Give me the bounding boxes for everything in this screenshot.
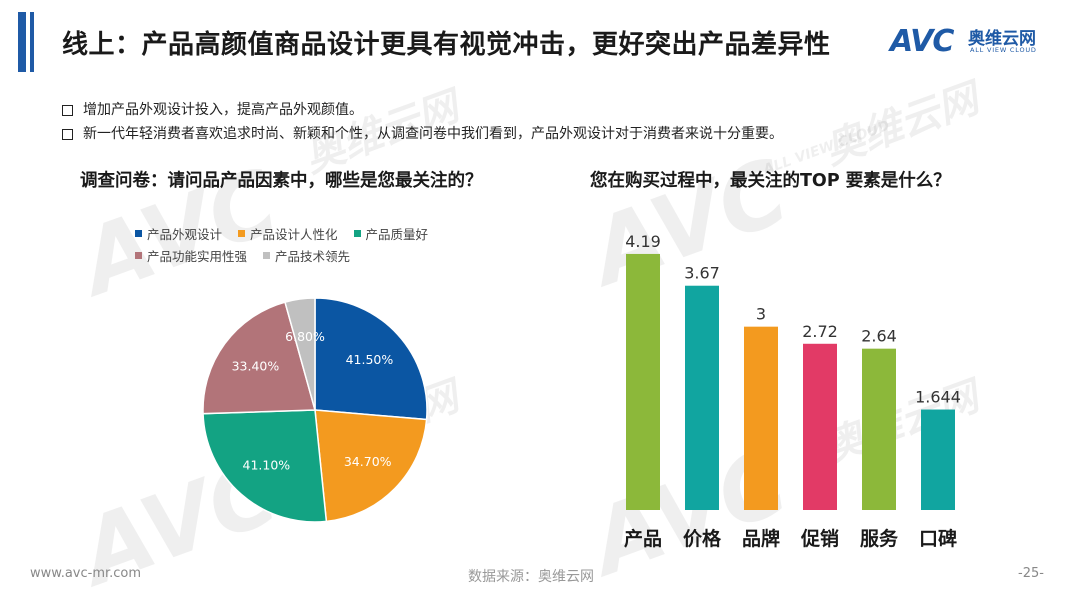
title-accent-bar-thin [30, 12, 34, 72]
logo-mark: AVC [890, 24, 954, 59]
bullet-list: 增加产品外观设计投入，提高产品外观颜值。 新一代年轻消费者喜欢追求时尚、新颖和个… [62, 98, 783, 146]
checkbox-bullet-icon [62, 104, 73, 116]
logo-en-text: ALL VIEW CLOUD [970, 46, 1037, 54]
bar-category-label: 产品 [624, 527, 662, 550]
watermark-cn-2: 奥维云网 [818, 75, 985, 174]
bar-category-label: 促销 [800, 527, 839, 550]
pie-slice [202, 409, 328, 523]
bar-category-label: 口碑 [919, 527, 957, 550]
bar-value-label: 4.19 [625, 232, 661, 251]
legend-swatch [135, 229, 142, 237]
pie-value-label: 34.70% [344, 454, 392, 469]
legend-swatch [135, 251, 142, 259]
pie-value-label: 6.80% [285, 329, 325, 344]
bullet-item: 新一代年轻消费者喜欢追求时尚、新颖和个性，从调查问卷中我们看到，产品外观设计对于… [62, 122, 783, 146]
left-chart-title: 调查问卷：请问品产品因素中，哪些是您最关注的？ [80, 171, 483, 191]
bar [803, 343, 837, 510]
bar [921, 409, 955, 510]
logo-cn-text: 奥维云网 [968, 29, 1036, 49]
bar [744, 326, 778, 510]
bullet-text: 新一代年轻消费者喜欢追求时尚、新颖和个性，从调查问卷中我们看到，产品外观设计对于… [83, 126, 783, 142]
bar [862, 348, 896, 510]
legend-item: 产品技术领先 [263, 246, 350, 265]
legend-label: 产品外观设计 [147, 226, 223, 242]
bar-chart: 4.19 产品 3.67 价格 3 品牌 2.72 促销 2.64 服务 1.644 口碑 [624, 232, 961, 550]
bar-category-label: 品牌 [742, 527, 780, 550]
pie-legend: 产品外观设计 产品设计人性化 产品质量好 产品功能实用性强 产品技术领先 [135, 222, 515, 266]
page-number: -25- [1018, 566, 1044, 581]
bar-value-label: 1.644 [915, 388, 961, 407]
legend-swatch [353, 229, 361, 237]
pie-slice [314, 409, 428, 523]
bar-value-label: 2.72 [802, 322, 838, 341]
bar-value-label: 3.67 [684, 264, 720, 283]
legend-item: 产品设计人性化 [238, 224, 338, 243]
bar-category-label: 服务 [860, 527, 899, 550]
bar [685, 285, 719, 510]
footer-website: www.avc-mr.com [30, 566, 142, 581]
legend-label: 产品功能实用性强 [147, 248, 248, 264]
bar-value-label: 2.64 [861, 327, 897, 346]
title-accent-bar [18, 12, 26, 72]
legend-label: 产品设计人性化 [250, 226, 338, 242]
bar [626, 253, 660, 510]
avc-logo: AVC 奥维云网 ALL VIEW CLOUD [890, 22, 1060, 60]
legend-swatch [238, 229, 246, 237]
legend-label: 产品技术领先 [275, 248, 351, 264]
pie-value-label: 41.50% [346, 352, 394, 367]
checkbox-bullet-icon [62, 128, 73, 140]
bar-category-label: 价格 [683, 527, 722, 550]
legend-item: 产品功能实用性强 [135, 246, 247, 265]
right-chart-title: 您在购买过程中，最关注的TOP 要素是什么？ [590, 171, 951, 191]
bullet-item: 增加产品外观设计投入，提高产品外观颜值。 [62, 98, 783, 122]
legend-item: 产品外观设计 [135, 224, 222, 243]
legend-label: 产品质量好 [365, 226, 429, 242]
bar-value-label: 3 [756, 305, 766, 324]
legend-item: 产品质量好 [353, 224, 429, 243]
bullet-text: 增加产品外观设计投入，提高产品外观颜值。 [83, 102, 363, 118]
pie-value-label: 33.40% [232, 358, 280, 373]
legend-row: 产品外观设计 产品设计人性化 产品质量好 [135, 222, 515, 244]
pie-slice [284, 297, 316, 411]
pie-slice [314, 297, 428, 421]
footer-source: 数据来源：奥维云网 [468, 569, 594, 585]
legend-swatch [263, 251, 271, 259]
pie-value-label: 41.10% [243, 458, 291, 473]
legend-row: 产品功能实用性强 产品技术领先 [135, 244, 515, 266]
pie-slice [202, 301, 316, 415]
pie-chart: 41.50% 34.70% 41.10% 33.40% 6.80% [202, 297, 428, 523]
page-title: 线上：产品高颜值商品设计更具有视觉冲击，更好突出产品差异性 [62, 30, 831, 60]
